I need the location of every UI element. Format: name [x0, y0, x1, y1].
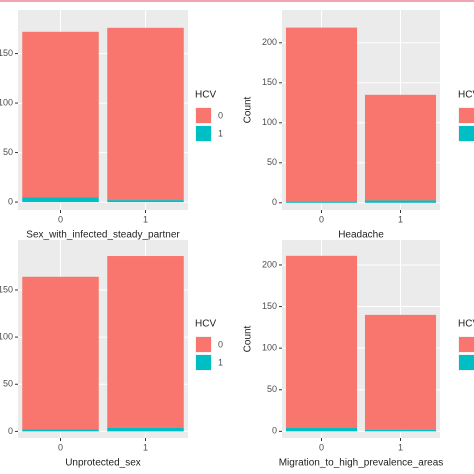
x-tick-label: 1	[143, 442, 148, 452]
y-tick-label: 200	[262, 37, 277, 47]
bar-segment	[107, 256, 184, 428]
bar-segment	[364, 94, 437, 201]
bar-segment	[22, 31, 99, 198]
legend-swatch	[459, 337, 474, 352]
legend-label: 1	[218, 357, 223, 367]
bar-segment	[364, 429, 437, 432]
y-tick-label: 200	[262, 259, 277, 269]
x-tick-label: 1	[398, 442, 403, 452]
x-tick-label: 0	[58, 442, 63, 452]
bar-segment	[364, 314, 437, 430]
legend-label: 1	[218, 128, 223, 138]
y-tick-label: 100	[0, 97, 13, 107]
legend-swatch	[459, 355, 474, 370]
bar-segment	[107, 200, 184, 203]
legend-swatch	[196, 108, 211, 123]
y-tick-label: 50	[267, 384, 277, 394]
y-tick-label: 0	[272, 197, 277, 207]
x-axis-title: Headache	[338, 230, 384, 241]
y-axis-title: Count	[243, 325, 254, 352]
y-tick-label: 0	[272, 426, 277, 436]
y-tick-label: 150	[0, 284, 13, 294]
bar-segment	[364, 200, 437, 203]
x-axis-title: Migration_to_high_prevalence_areas	[279, 458, 444, 469]
bar-segment	[22, 429, 99, 432]
legend-label: 0	[218, 339, 223, 349]
bar-segment	[285, 428, 358, 432]
x-axis-title: Sex_with_infected_steady_partner	[26, 230, 180, 241]
bar-segment	[22, 197, 99, 203]
x-tick-label: 0	[319, 214, 324, 224]
bar-segment	[107, 427, 184, 432]
y-tick-label: 0	[8, 196, 13, 206]
y-tick-label: 150	[262, 301, 277, 311]
legend-swatch	[196, 337, 211, 352]
y-tick-label: 0	[8, 426, 13, 436]
y-tick-label: 50	[3, 147, 13, 157]
legend-title: HCV	[458, 90, 474, 101]
y-tick-label: 100	[0, 331, 13, 341]
bar-segment	[285, 255, 358, 429]
y-tick-label: 150	[0, 48, 13, 58]
x-tick-label: 1	[143, 214, 148, 224]
x-axis-title: Unprotected_sex	[65, 458, 141, 469]
bar-segment	[107, 27, 184, 201]
legend-swatch	[459, 126, 474, 141]
y-tick-label: 50	[3, 379, 13, 389]
legend-title: HCV	[458, 319, 474, 330]
bar-segment	[285, 201, 358, 203]
y-tick-label: 150	[262, 77, 277, 87]
legend-title: HCV	[195, 90, 216, 101]
bar-segment	[285, 27, 358, 202]
legend-swatch	[459, 108, 474, 123]
bar-segment	[22, 276, 99, 430]
y-tick-label: 100	[262, 343, 277, 353]
y-tick-label: 100	[262, 117, 277, 127]
x-tick-label: 0	[58, 214, 63, 224]
legend-label: 0	[218, 110, 223, 120]
x-tick-label: 1	[398, 214, 403, 224]
legend-swatch	[196, 355, 211, 370]
y-tick-label: 50	[267, 157, 277, 167]
legend-swatch	[196, 126, 211, 141]
y-axis-title: Count	[243, 96, 254, 123]
legend-title: HCV	[195, 319, 216, 330]
x-tick-label: 0	[319, 442, 324, 452]
